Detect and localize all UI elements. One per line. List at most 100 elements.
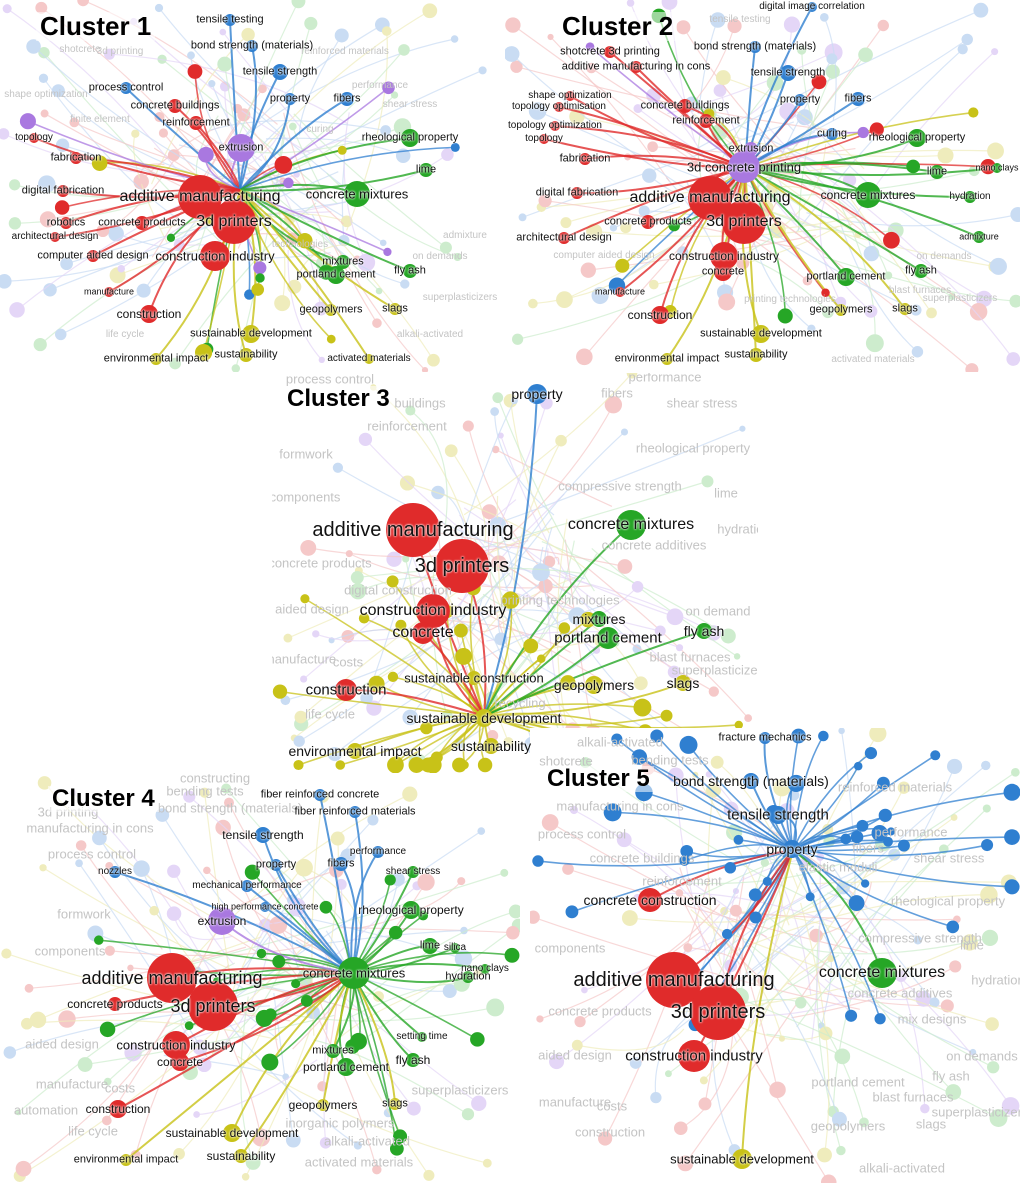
network-node: [878, 808, 892, 822]
cluster-5-title: Cluster 5: [543, 765, 654, 793]
background-node: [981, 760, 991, 771]
background-node: [304, 16, 318, 30]
node-label-bond-strength-materials: bond strength (materials): [693, 40, 817, 53]
background-edge: [409, 410, 448, 528]
background-edge: [653, 225, 840, 286]
background-node: [367, 814, 379, 826]
background-node: [677, 1155, 694, 1172]
network-node: [418, 910, 429, 921]
background-node: [911, 346, 924, 358]
faded-label-superplasticizers: superplasticizers: [931, 1104, 1020, 1120]
network-node: [679, 735, 698, 754]
background-node: [169, 357, 181, 370]
network-node: [906, 159, 921, 174]
background-edge: [550, 36, 670, 182]
network-node: [631, 749, 648, 765]
faded-label-on-demand: on demand: [685, 603, 751, 619]
node-label-architectural-design: architectural design: [11, 231, 99, 242]
background-node: [375, 287, 383, 295]
network-node: [611, 733, 623, 745]
background-edge: [750, 231, 812, 330]
node-label-sustainable-development: sustainable development: [700, 327, 822, 340]
node-label-extrusion: extrusion: [728, 142, 774, 155]
edge-hydration: [744, 167, 971, 198]
node-label-sustainable-development: sustainable development: [670, 1151, 814, 1167]
background-node: [241, 1173, 250, 1181]
faded-label-components: components: [534, 940, 606, 956]
node-label-concrete-buildings: concrete buildings: [130, 99, 220, 112]
background-edge: [298, 517, 553, 742]
network-node: [864, 746, 878, 760]
background-node: [33, 337, 47, 352]
network-node: [762, 876, 772, 886]
node-fiber-reinforced-concrete: [314, 789, 326, 801]
node-label-extrusion: extrusion: [218, 141, 264, 154]
network-node: [395, 619, 407, 631]
node-tensile-strength: [780, 65, 796, 81]
network-node: [504, 947, 520, 963]
node-label-nano-clays: nano clays: [461, 963, 509, 974]
network-node: [565, 905, 579, 919]
node-curing: [826, 128, 838, 140]
edge-concrete: [179, 972, 353, 1063]
background-node: [948, 292, 956, 301]
edge-geopolymers: [744, 167, 842, 311]
background-edge: [625, 206, 681, 229]
background-node: [293, 735, 305, 747]
background-node: [620, 428, 629, 436]
edge: [239, 189, 306, 242]
faded-label-aided-design: aided design: [275, 601, 349, 617]
background-edge: [417, 553, 598, 763]
background-node: [0, 274, 12, 289]
node-label-computer-aided-design: computer aided design: [37, 249, 149, 262]
edge: [687, 744, 794, 851]
background-edge: [158, 7, 346, 189]
edge-tensile-strength: [239, 71, 281, 191]
background-node: [482, 1158, 492, 1168]
background-edge: [26, 1019, 278, 1041]
faded-label-manufacture: manufacture: [272, 651, 337, 667]
background-node: [24, 983, 34, 993]
network-node: [393, 1129, 408, 1144]
edge: [792, 849, 881, 1020]
background-node: [667, 665, 681, 679]
node-topology: [539, 134, 549, 144]
network-node: [777, 308, 793, 324]
background-node: [37, 776, 52, 790]
edge: [469, 587, 485, 717]
background-node: [330, 831, 345, 846]
background-node: [300, 675, 308, 683]
network-node: [319, 900, 333, 914]
faded-label-shotcrete: shotcrete: [59, 44, 101, 55]
edge: [239, 146, 456, 191]
edge-concrete-construction: [649, 849, 794, 901]
background-node: [245, 1155, 261, 1170]
background-node: [769, 222, 786, 239]
edge-sustainable-development: [741, 849, 794, 1160]
node-label-property: property: [255, 858, 297, 871]
node-label-rheological-property: rheological property: [868, 131, 966, 144]
network-node: [821, 288, 830, 297]
network-node: [811, 74, 827, 90]
background-node: [642, 168, 657, 183]
node-label-fly-ash: fly ash: [905, 264, 937, 277]
background-node: [718, 293, 736, 311]
node-concrete-mixtures: [344, 181, 370, 207]
network-node: [523, 638, 539, 654]
background-node: [422, 3, 438, 19]
node-concrete-mixtures: [338, 957, 370, 989]
background-edge: [160, 212, 347, 230]
node-label-topology-optimization: topology optimization: [508, 120, 602, 131]
edge-fly-ash: [483, 630, 705, 717]
background-node: [1009, 294, 1020, 308]
faded-label-rheological-property: rheological property: [890, 893, 1006, 909]
background-node: [638, 205, 650, 217]
edge: [99, 161, 241, 191]
node-portland-cement: [337, 1058, 355, 1076]
node-bond-strength-materials: [246, 40, 258, 52]
node-manufacture: [615, 287, 625, 297]
node-label-robotics: robotics: [46, 216, 86, 229]
node-geopolymers: [835, 304, 847, 316]
faded-label-bending-tests: bending tests: [631, 752, 709, 768]
node-slags: [389, 1098, 401, 1110]
